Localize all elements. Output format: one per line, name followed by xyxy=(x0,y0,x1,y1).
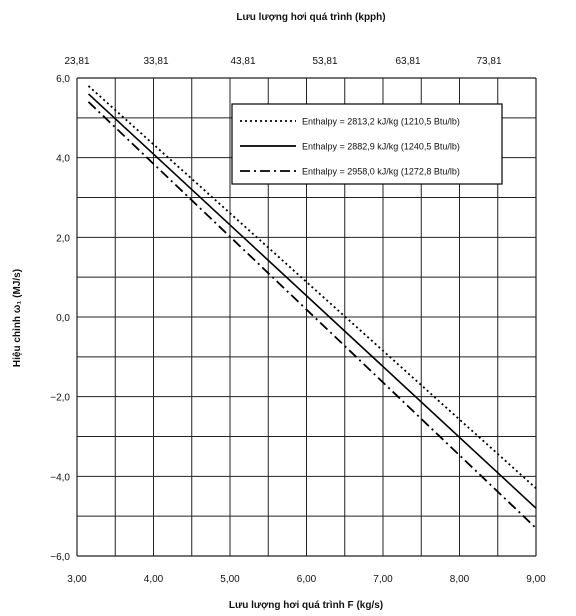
y-axis-title: Hiệu chỉnh ω₁ (MJ/s) xyxy=(12,269,23,367)
x-tick-label: 9,00 xyxy=(526,574,546,585)
legend-box xyxy=(231,103,503,185)
series-line xyxy=(87,93,537,509)
top-tick-label: 43,81 xyxy=(230,56,255,67)
top-axis-ticks: 23,81 33,81 43,81 53,81 63,81 73,81 xyxy=(64,56,501,67)
x-axis-ticks: 3,00 4,00 5,00 6,00 7,00 8,00 9,00 xyxy=(67,574,546,585)
top-tick-label: 53,81 xyxy=(312,56,337,67)
series-line xyxy=(87,101,537,529)
y-axis-ticks: 6,0 4,0 2,0 0,0 −2,0 −4,0 −6,0 xyxy=(50,74,70,563)
x-tick-label: 7,00 xyxy=(373,574,393,585)
top-tick-label: 63,81 xyxy=(395,56,420,67)
series-line xyxy=(87,85,537,489)
top-axis-title: Lưu lượng hơi quá trình (kpph) xyxy=(236,12,385,23)
legend-label: Enthalpy = 2958,0 kJ/kg (1272,8 Btu/lb) xyxy=(302,167,460,177)
legend: Enthalpy = 2813,2 kJ/kg (1210,5 Btu/lb) E… xyxy=(231,103,503,185)
y-tick-label: 4,0 xyxy=(56,154,70,165)
top-tick-label: 73,81 xyxy=(476,56,501,67)
x-tick-label: 4,00 xyxy=(144,574,164,585)
legend-label: Enthalpy = 2813,2 kJ/kg (1210,5 Btu/lb) xyxy=(302,117,460,127)
x-tick-label: 8,00 xyxy=(450,574,470,585)
y-tick-label: −6,0 xyxy=(50,552,70,563)
top-tick-label: 33,81 xyxy=(143,56,168,67)
top-tick-label: 23,81 xyxy=(64,56,89,67)
y-tick-label: 2,0 xyxy=(56,233,70,244)
y-tick-label: 6,0 xyxy=(56,74,70,85)
legend-label: Enthalpy = 2882,9 kJ/kg (1240,5 Btu/lb) xyxy=(302,142,460,152)
y-tick-label: −2,0 xyxy=(50,393,70,404)
y-tick-label: 0,0 xyxy=(56,313,70,324)
x-tick-label: 6,00 xyxy=(297,574,317,585)
x-axis-title: Lưu lượng hơi quá trình F (kg/s) xyxy=(229,600,383,611)
x-tick-label: 3,00 xyxy=(67,574,87,585)
x-tick-label: 5,00 xyxy=(220,574,240,585)
series-group xyxy=(87,85,537,529)
y-tick-label: −4,0 xyxy=(50,472,70,483)
